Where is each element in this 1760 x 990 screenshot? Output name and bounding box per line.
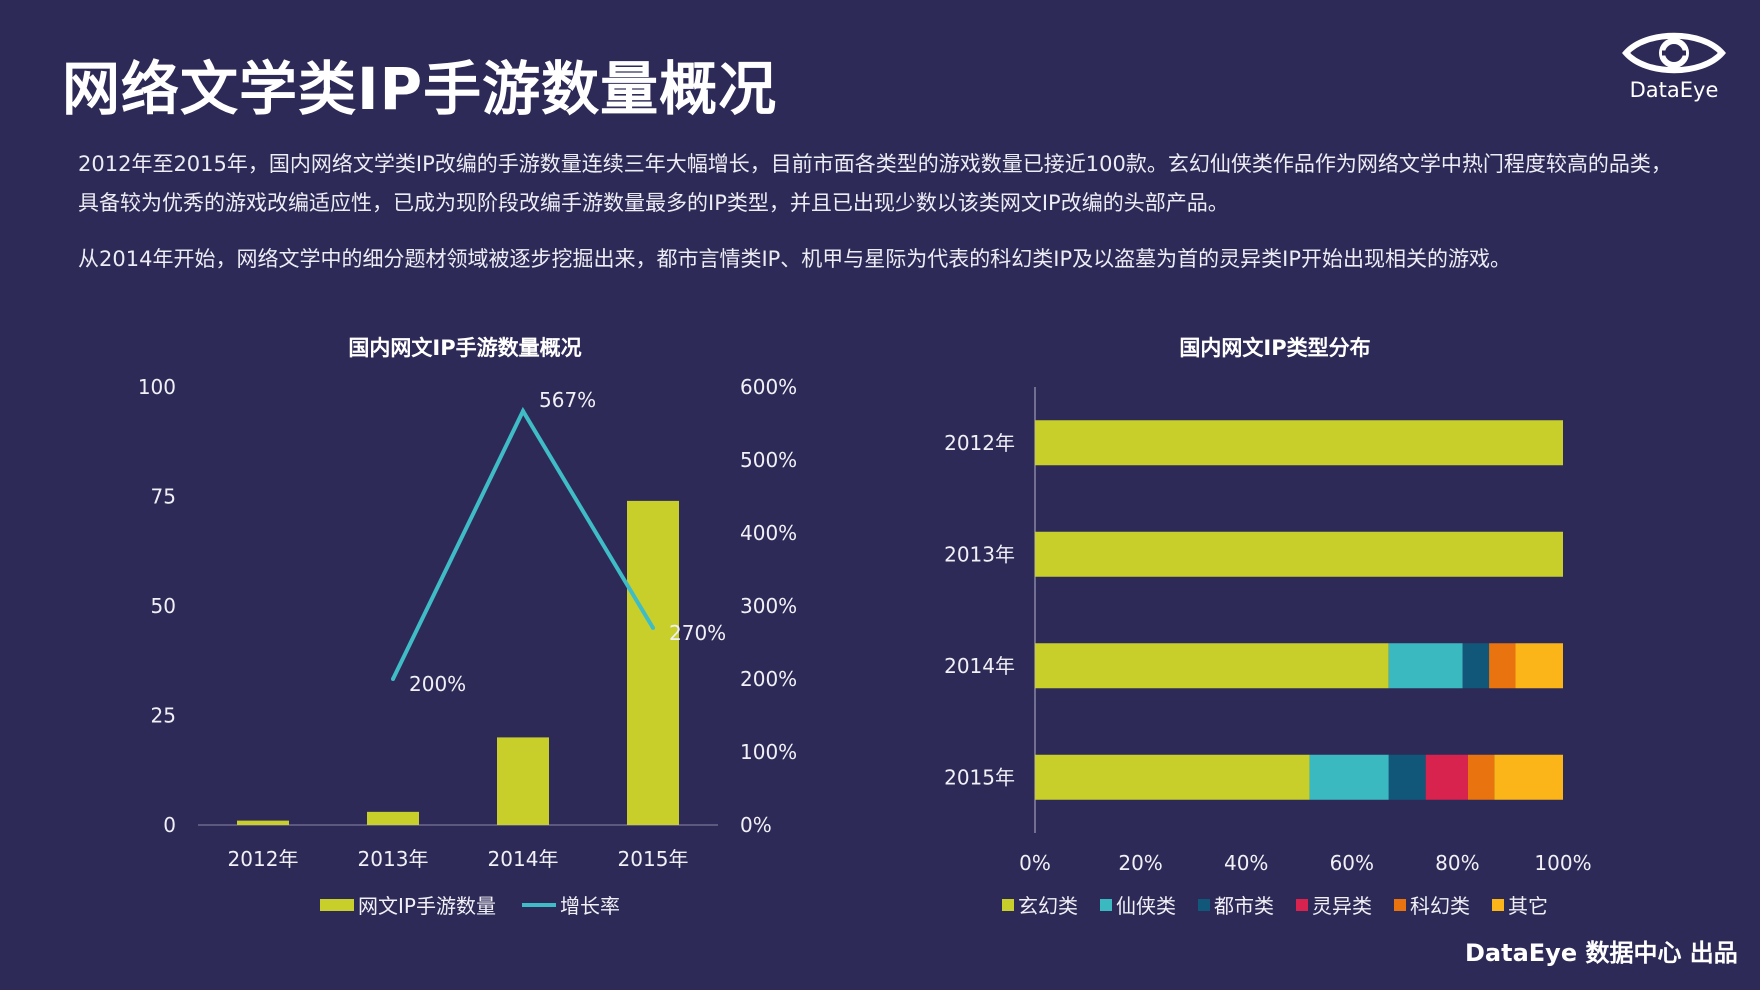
- legend-label-category: 仙侠类: [1116, 894, 1176, 918]
- left-y2-tick-label: 100%: [740, 740, 797, 764]
- right-y-tick-label: 2015年: [944, 765, 1015, 789]
- left-chart-title: 国内网文IP手游数量概况: [348, 336, 582, 360]
- stack-segment: [1035, 531, 1563, 577]
- right-x-tick-label: 40%: [1224, 851, 1268, 875]
- eye-icon: [1622, 32, 1726, 74]
- stack-segment: [1035, 754, 1310, 800]
- left-y-tick-label: 100: [138, 375, 176, 399]
- right-x-tick-label: 100%: [1534, 851, 1591, 875]
- growth-rate-label: 200%: [409, 672, 466, 696]
- growth-rate-label: 567%: [539, 388, 596, 412]
- stack-segment: [1425, 754, 1468, 800]
- detail-paragraph: 从2014年开始，网络文学中的细分题材领域被逐步挖掘出来，都市言情类IP、机甲与…: [78, 247, 1512, 271]
- left-y2-tick-label: 200%: [740, 667, 797, 691]
- stack-segment: [1515, 643, 1563, 689]
- legend-swatch-category: [1394, 899, 1406, 911]
- left-y-tick-label: 25: [151, 704, 176, 728]
- stack-segment: [1467, 754, 1495, 800]
- stack-segment: [1035, 643, 1389, 689]
- right-x-tick-label: 20%: [1118, 851, 1162, 875]
- growth-rate-point: [391, 677, 395, 681]
- legend-label-category: 灵异类: [1312, 894, 1372, 918]
- legend-label-category: 都市类: [1214, 894, 1274, 918]
- left-y2-tick-label: 300%: [740, 594, 797, 618]
- brand-name: DataEye: [1629, 78, 1719, 102]
- intro-paragraph: 2012年至2015年，国内网络文学类IP改编的手游数量连续三年大幅增长，目前市…: [78, 152, 1672, 215]
- legend-label-growth: 增长率: [560, 894, 620, 918]
- left-x-tick-label: 2013年: [358, 847, 429, 871]
- left-y-tick-label: 75: [151, 485, 176, 509]
- stack-segment: [1462, 643, 1490, 689]
- stack-segment: [1489, 643, 1516, 689]
- legend-swatch-category: [1100, 899, 1112, 911]
- left-y2-tick-label: 0%: [740, 813, 772, 837]
- legend-label-count: 网文IP手游数量: [358, 894, 496, 918]
- brand-logo: DataEye: [1618, 28, 1730, 102]
- legend-swatch-category: [1002, 899, 1014, 911]
- stack-segment: [1309, 754, 1389, 800]
- footer-credit: DataEye 数据中心 出品: [1465, 939, 1738, 967]
- growth-rate-point: [651, 625, 655, 630]
- count-bar: [497, 737, 549, 825]
- legend-label-category: 科幻类: [1410, 894, 1470, 918]
- right-x-tick-label: 0%: [1019, 851, 1051, 875]
- stack-segment: [1388, 643, 1463, 689]
- legend-swatch-count: [320, 899, 354, 911]
- stack-segment: [1035, 420, 1563, 466]
- stack-segment: [1494, 754, 1563, 800]
- right-y-tick-label: 2014年: [944, 654, 1015, 678]
- count-bar: [367, 811, 419, 825]
- right-x-tick-label: 60%: [1330, 851, 1374, 875]
- right-y-tick-label: 2013年: [944, 542, 1015, 566]
- legend-label-category: 其它: [1508, 894, 1548, 918]
- left-y2-tick-label: 500%: [740, 448, 797, 472]
- right-chart-title: 国内网文IP类型分布: [1179, 336, 1371, 360]
- left-x-tick-label: 2014年: [488, 847, 559, 871]
- left-x-tick-label: 2012年: [228, 847, 299, 871]
- growth-rate-point: [521, 409, 525, 414]
- count-bar: [627, 500, 679, 825]
- left-y-tick-label: 0: [163, 813, 176, 837]
- left-y2-tick-label: 400%: [740, 521, 797, 545]
- right-y-tick-label: 2012年: [944, 431, 1015, 455]
- growth-rate-label: 270%: [669, 621, 726, 645]
- growth-rate-line: [391, 406, 655, 680]
- count-bar: [237, 820, 289, 825]
- legend-label-category: 玄幻类: [1018, 894, 1078, 918]
- page-title: 网络文学类IP手游数量概况: [62, 55, 778, 123]
- left-y-tick-label: 50: [151, 594, 176, 618]
- left-y2-tick-label: 600%: [740, 375, 797, 399]
- stack-segment: [1388, 754, 1426, 800]
- legend-swatch-category: [1492, 899, 1504, 911]
- left-x-tick-label: 2015年: [618, 847, 689, 871]
- legend-swatch-category: [1296, 899, 1308, 911]
- legend-swatch-category: [1198, 899, 1210, 911]
- right-x-tick-label: 80%: [1435, 851, 1479, 875]
